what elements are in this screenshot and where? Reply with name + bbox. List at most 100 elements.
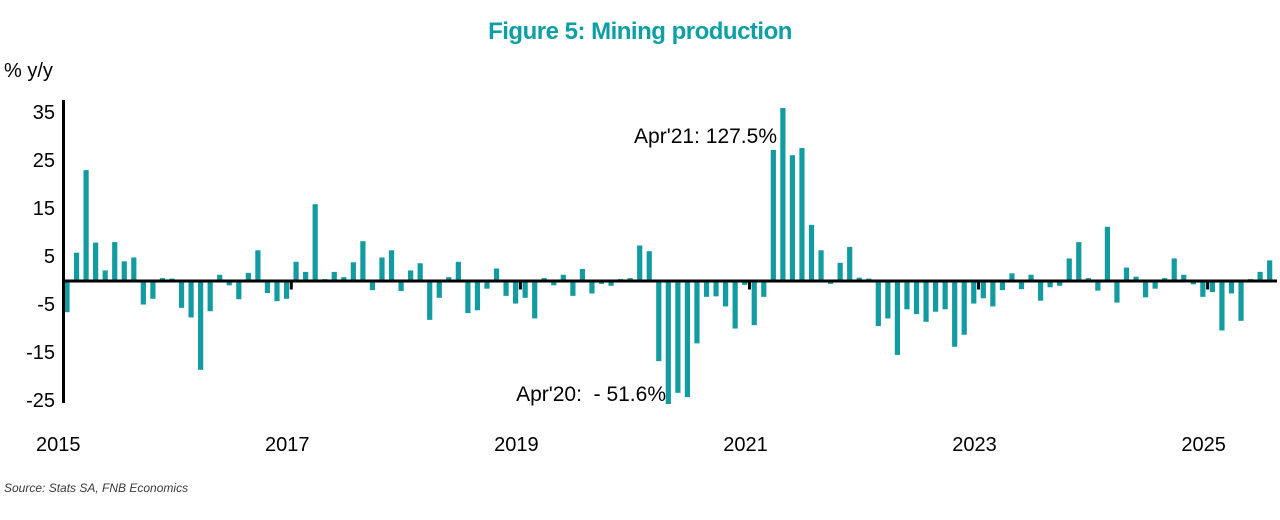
bar [408,270,414,281]
y-tick-label: -5 [37,293,55,316]
bar [646,251,652,281]
source-note: Source: Stats SA, FNB Economics [4,481,189,495]
y-tick-label: -25 [26,389,55,412]
y-axis-line [62,100,65,403]
bar [684,281,691,398]
bar [465,281,471,314]
bar [188,281,194,318]
bar [799,148,805,281]
bar [1018,281,1025,290]
bar [875,281,881,327]
bar [427,281,433,320]
bar [742,281,748,285]
bar [675,281,681,393]
bar [1238,281,1244,321]
bar [942,281,948,310]
bar [1104,226,1111,281]
bar [589,281,595,294]
annotation-apr21-peak: Apr'21: 127.5% [634,125,777,148]
bar [264,281,271,293]
x-tick-label: 2021 [723,434,768,456]
bar [121,261,127,281]
x-tick-label: 2019 [494,434,539,456]
bar [388,250,395,281]
bar [723,281,729,307]
bar [1267,260,1273,281]
bar [1142,281,1149,298]
bar [417,263,423,281]
bar [885,281,891,319]
bar [1209,281,1215,293]
bar [493,268,500,281]
x-axis-tick-mark [747,282,751,290]
bar [112,242,118,281]
bar [570,281,576,296]
bar [1171,258,1177,281]
bar [198,281,204,370]
bar [83,170,89,281]
bar [932,281,939,312]
bar [818,250,824,281]
bar [1257,271,1263,281]
bar [1037,281,1044,301]
bar [255,250,261,281]
bar [1009,273,1015,281]
bar [436,281,442,298]
bar [961,281,967,335]
x-axis-tick-mark [289,282,293,290]
bar [446,277,452,281]
y-tick-label: -15 [26,341,55,364]
bar [551,281,557,286]
bar [331,271,337,281]
bar [847,246,853,281]
bar [1057,281,1063,286]
bar [1066,258,1072,281]
bar [1076,242,1082,281]
bar [665,281,671,404]
bar [780,108,786,281]
bar [980,281,986,299]
bar [503,281,509,296]
bar [140,281,146,305]
bar [713,281,719,297]
annotation-apr20-trough: Apr'20: - 51.6% [516,383,666,406]
x-tick-label: 2017 [265,434,310,456]
x-axis-tick-mark [1206,282,1210,290]
bar [923,281,929,322]
bar [93,242,99,281]
bar [1114,281,1120,303]
x-tick-label: 2015 [35,434,81,456]
bar [808,224,815,281]
bar [971,281,977,304]
bar [856,277,862,281]
bar [761,281,767,297]
x-axis-tick-mark [977,282,981,290]
bar [150,281,156,299]
bar [312,204,318,281]
bar [770,149,776,281]
bar [207,281,213,312]
bar [694,281,700,344]
zero-line [62,279,1277,283]
bar [236,281,242,300]
bar [64,281,70,313]
bar [560,274,566,281]
x-tick-label: 2025 [1181,434,1226,456]
bar [131,257,137,281]
bar [474,281,481,311]
y-tick-label: 5 [43,245,55,268]
bar [217,274,223,281]
x-tick-label: 2023 [952,434,997,456]
bar [1028,274,1034,281]
y-tick-label: 25 [32,149,55,172]
bar [1095,281,1101,291]
bar [484,281,490,289]
bar [102,270,108,281]
chart-title: Figure 5: Mining production [488,18,792,45]
y-tick-label: 35 [32,101,55,124]
bar [579,269,586,281]
bar [350,262,356,281]
bar [1190,281,1196,285]
